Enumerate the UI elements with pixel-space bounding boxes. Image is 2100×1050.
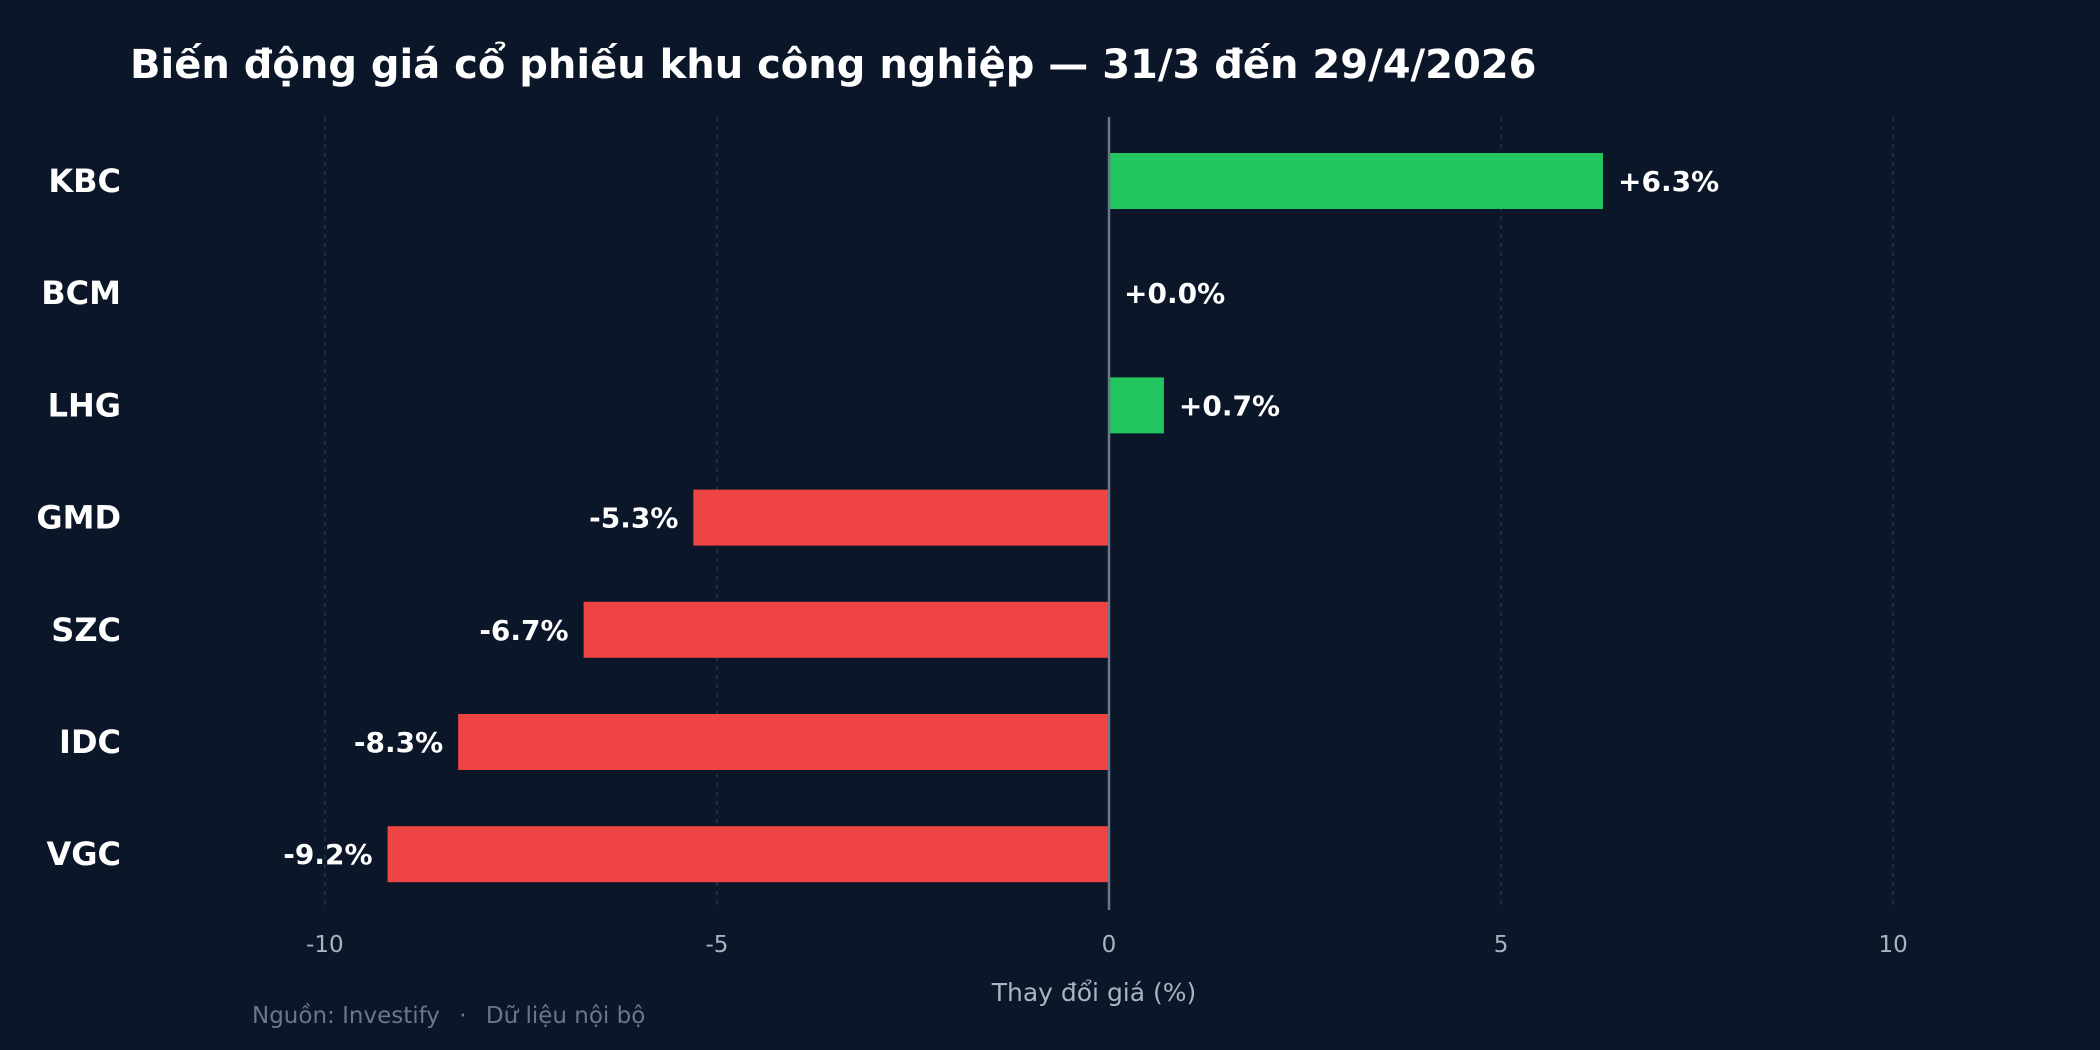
footer-source: Nguồn: Investify (252, 1003, 440, 1029)
x-tick-label: 10 (1879, 932, 1908, 958)
footer-note: Nguồn: Investify · Dữ liệu nội bộ (252, 1003, 645, 1029)
bar-kbc (1109, 153, 1604, 209)
category-label-gmd: GMD (36, 499, 121, 537)
data-label-idc: -8.3% (354, 726, 443, 759)
data-label-vgc: -9.2% (283, 838, 372, 871)
category-label-idc: IDC (59, 723, 121, 761)
data-label-bcm: +0.0% (1124, 277, 1225, 310)
data-labels: +6.3% +0.0% +0.7% -5.3% -6.7% -8.3% -9.2% (283, 165, 1719, 871)
data-label-lhg: +0.7% (1179, 389, 1280, 422)
x-tick-label: 5 (1494, 932, 1509, 958)
bars (387, 153, 1604, 883)
bar-vgc (387, 826, 1110, 883)
category-labels: KBC BCM LHG GMD SZC IDC VGC (36, 162, 121, 873)
x-tick-label: 0 (1102, 932, 1117, 958)
x-axis-ticks: -10 -5 0 5 10 (306, 932, 1908, 958)
chart-title: Biến động giá cổ phiếu khu công nghiệp —… (130, 40, 1536, 88)
bar-gmd (693, 489, 1109, 546)
bar-szc (583, 601, 1109, 658)
data-label-szc: -6.7% (479, 614, 568, 647)
category-label-kbc: KBC (48, 162, 121, 200)
footer-data-note: Dữ liệu nội bộ (486, 1003, 645, 1029)
bar-idc (458, 714, 1109, 770)
category-label-vgc: VGC (46, 835, 121, 873)
x-tick-label: -5 (705, 932, 728, 958)
footer-separator: · (459, 1003, 466, 1029)
category-label-lhg: LHG (48, 386, 121, 424)
data-label-kbc: +6.3% (1618, 165, 1719, 198)
data-label-gmd: -5.3% (589, 502, 678, 535)
bar-lhg (1109, 377, 1164, 434)
x-tick-label: -10 (306, 932, 344, 958)
category-label-szc: SZC (51, 611, 121, 649)
category-label-bcm: BCM (41, 274, 121, 312)
x-axis-label: Thay đổi giá (%) (991, 978, 1197, 1007)
